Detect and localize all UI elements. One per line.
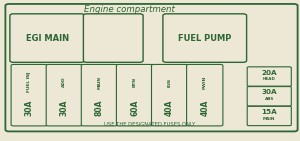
FancyBboxPatch shape bbox=[187, 64, 223, 126]
FancyBboxPatch shape bbox=[81, 64, 118, 126]
Text: 30A: 30A bbox=[25, 100, 34, 116]
FancyBboxPatch shape bbox=[152, 64, 188, 126]
Text: ABS: ABS bbox=[265, 97, 274, 101]
FancyBboxPatch shape bbox=[247, 87, 291, 106]
Text: MAIN: MAIN bbox=[263, 117, 275, 121]
Text: HEAD: HEAD bbox=[263, 77, 276, 81]
FancyBboxPatch shape bbox=[5, 4, 298, 131]
Text: 80A: 80A bbox=[95, 100, 104, 116]
Text: PWIN: PWIN bbox=[203, 76, 207, 89]
FancyBboxPatch shape bbox=[11, 64, 47, 126]
Text: EGI MAIN: EGI MAIN bbox=[26, 34, 69, 43]
FancyBboxPatch shape bbox=[163, 14, 247, 62]
Text: 30A: 30A bbox=[60, 100, 69, 116]
Text: MAIN: MAIN bbox=[98, 76, 101, 89]
Text: BTN: BTN bbox=[133, 77, 136, 87]
Text: Engine compartment: Engine compartment bbox=[84, 5, 175, 14]
Text: USE THE DESIGNATED FUSES ONLY: USE THE DESIGNATED FUSES ONLY bbox=[104, 122, 196, 127]
Text: FUEL PUMP: FUEL PUMP bbox=[178, 34, 231, 43]
Text: 60A: 60A bbox=[130, 100, 139, 116]
Text: ADD: ADD bbox=[62, 77, 66, 87]
Text: 40A: 40A bbox=[200, 100, 209, 116]
FancyBboxPatch shape bbox=[247, 106, 291, 126]
FancyBboxPatch shape bbox=[10, 14, 85, 62]
Text: IGN: IGN bbox=[168, 78, 172, 87]
Text: 40A: 40A bbox=[165, 100, 174, 116]
FancyBboxPatch shape bbox=[247, 67, 291, 86]
FancyBboxPatch shape bbox=[116, 64, 153, 126]
Text: 20A: 20A bbox=[261, 70, 277, 76]
FancyBboxPatch shape bbox=[46, 64, 82, 126]
Text: 15A: 15A bbox=[261, 109, 277, 115]
Text: 30A: 30A bbox=[261, 89, 277, 95]
FancyBboxPatch shape bbox=[83, 14, 143, 62]
Text: FUEL INJ: FUEL INJ bbox=[27, 72, 31, 92]
